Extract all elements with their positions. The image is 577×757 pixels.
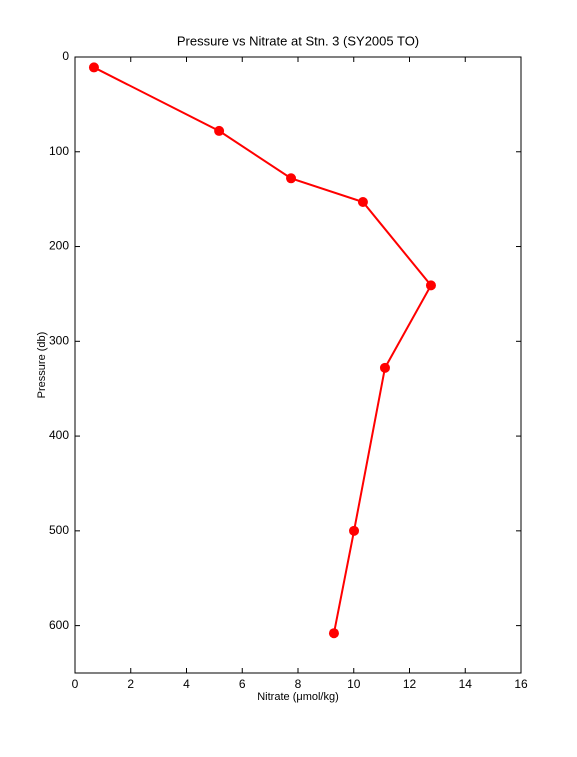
y-axis-label: Pressure (db) (36, 332, 48, 399)
x-tick-label: 0 (72, 677, 79, 691)
x-tick-label: 14 (459, 677, 473, 691)
data-line (93, 66, 433, 634)
data-point (214, 125, 225, 136)
x-axis-label: Nitrate (μmol/kg) (257, 691, 339, 703)
y-tick-label: 100 (49, 144, 69, 158)
x-tick-label: 8 (295, 677, 302, 691)
x-tick-label: 10 (347, 677, 361, 691)
y-tick-label: 500 (49, 523, 69, 537)
data-point (286, 173, 297, 184)
data-point (349, 525, 360, 536)
y-tick-label: 0 (62, 49, 69, 63)
x-tick-label: 4 (183, 677, 190, 691)
x-tick-label: 16 (514, 677, 528, 691)
data-point (88, 62, 99, 73)
x-tick-label: 6 (239, 677, 246, 691)
y-tick-label: 400 (49, 428, 69, 442)
y-tick-label: 600 (49, 618, 69, 632)
data-point (328, 628, 339, 639)
x-tick-label: 2 (127, 677, 134, 691)
y-tick-label: 300 (49, 333, 69, 347)
data-point (425, 280, 436, 291)
plot-frame (74, 56, 522, 674)
x-tick-label: 12 (403, 677, 417, 691)
data-point (379, 362, 390, 373)
y-tick-label: 200 (49, 239, 69, 253)
chart-title: Pressure vs Nitrate at Stn. 3 (SY2005 TO… (177, 33, 419, 48)
data-point (357, 196, 368, 207)
